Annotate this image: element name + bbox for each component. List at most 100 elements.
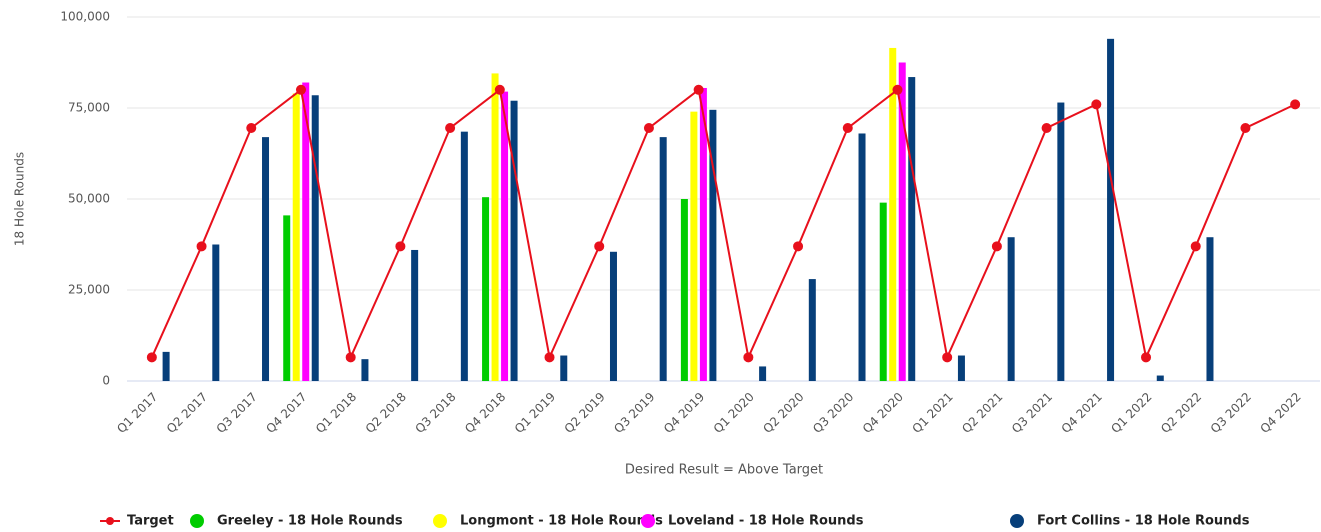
x-tick-label: Q1 2021 bbox=[910, 390, 956, 436]
x-tick-label: Q4 2018 bbox=[462, 390, 508, 436]
x-tick-label: Q2 2018 bbox=[363, 390, 409, 436]
point bbox=[494, 84, 505, 95]
bar bbox=[510, 100, 518, 381]
legend-label: Target bbox=[127, 514, 174, 529]
bar bbox=[162, 351, 170, 381]
bar bbox=[212, 244, 220, 381]
bar bbox=[482, 197, 490, 381]
point bbox=[445, 123, 456, 134]
legend-label: Loveland - 18 Hole Rounds bbox=[668, 514, 864, 529]
point bbox=[743, 352, 754, 363]
bar bbox=[759, 366, 767, 381]
bar bbox=[460, 131, 468, 381]
legend-marker bbox=[106, 517, 114, 525]
x-tick-label: Q4 2021 bbox=[1059, 390, 1105, 436]
y-tick-label: 75,000 bbox=[68, 101, 110, 115]
line bbox=[150, 88, 1296, 361]
x-tick-label: Q1 2019 bbox=[512, 390, 558, 436]
legend-label: Longmont - 18 Hole Rounds bbox=[460, 514, 663, 529]
bar bbox=[898, 62, 906, 381]
point bbox=[345, 352, 356, 363]
y-axis-title: 18 Hole Rounds bbox=[13, 152, 27, 246]
x-tick-label: Q4 2019 bbox=[661, 390, 707, 436]
y-tick-label: 25,000 bbox=[68, 283, 110, 297]
point bbox=[693, 84, 704, 95]
bar bbox=[1206, 237, 1214, 381]
bar bbox=[361, 359, 369, 381]
point bbox=[594, 241, 605, 252]
bar bbox=[609, 251, 617, 381]
point bbox=[842, 123, 853, 134]
point bbox=[1290, 99, 1301, 110]
bar bbox=[1107, 38, 1115, 382]
bar bbox=[889, 47, 897, 381]
point bbox=[1091, 99, 1102, 110]
point bbox=[1141, 352, 1152, 363]
bar bbox=[302, 82, 310, 382]
point bbox=[793, 241, 804, 252]
point bbox=[295, 84, 306, 95]
point bbox=[1190, 241, 1201, 252]
point bbox=[196, 241, 207, 252]
legend-marker bbox=[433, 514, 447, 528]
point bbox=[1041, 123, 1052, 134]
point bbox=[892, 84, 903, 95]
bar bbox=[1156, 375, 1164, 381]
point bbox=[146, 352, 157, 363]
legend-marker bbox=[641, 514, 655, 528]
point bbox=[246, 123, 257, 134]
bar bbox=[908, 77, 916, 381]
bar bbox=[1057, 102, 1065, 381]
x-tick-label: Q3 2018 bbox=[412, 390, 458, 436]
bar bbox=[560, 355, 568, 381]
y-tick-label: 0 bbox=[102, 374, 110, 388]
x-tick-label: Q1 2018 bbox=[313, 390, 359, 436]
bar bbox=[808, 279, 816, 381]
x-tick-label: Q2 2022 bbox=[1158, 390, 1204, 436]
point bbox=[942, 352, 953, 363]
x-tick-label: Q1 2017 bbox=[114, 390, 160, 436]
bar bbox=[311, 95, 319, 381]
x-tick-label: Q1 2022 bbox=[1108, 390, 1154, 436]
legend-marker bbox=[190, 514, 204, 528]
bar bbox=[292, 93, 300, 381]
y-tick-label: 50,000 bbox=[68, 192, 110, 206]
x-tick-label: Q2 2017 bbox=[164, 390, 210, 436]
bar bbox=[709, 109, 717, 381]
x-tick-label: Q2 2021 bbox=[959, 390, 1005, 436]
point bbox=[991, 241, 1002, 252]
bar bbox=[699, 87, 707, 381]
point bbox=[544, 352, 555, 363]
x-tick-label: Q3 2017 bbox=[214, 390, 260, 436]
legend-label: Greeley - 18 Hole Rounds bbox=[217, 514, 403, 529]
x-tick-label: Q4 2020 bbox=[860, 390, 906, 436]
x-tick-label: Q4 2017 bbox=[263, 390, 309, 436]
bar bbox=[262, 137, 270, 381]
legend-label: Fort Collins - 18 Hole Rounds bbox=[1037, 514, 1250, 529]
bar bbox=[957, 355, 965, 381]
bar bbox=[283, 215, 291, 381]
x-tick-label: Q2 2019 bbox=[562, 390, 608, 436]
bar bbox=[1007, 237, 1015, 381]
bar bbox=[411, 249, 419, 381]
bar bbox=[680, 199, 688, 381]
x-tick-label: Q4 2022 bbox=[1257, 390, 1303, 436]
point bbox=[643, 123, 654, 134]
y-tick-label: 100,000 bbox=[60, 10, 110, 24]
x-tick-label: Q3 2021 bbox=[1009, 390, 1055, 436]
x-tick-label: Q3 2022 bbox=[1208, 390, 1254, 436]
bar bbox=[491, 73, 499, 382]
x-tick-label: Q2 2020 bbox=[760, 390, 806, 436]
x-axis-title: Desired Result = Above Target bbox=[625, 463, 823, 478]
x-tick-label: Q1 2020 bbox=[711, 390, 757, 436]
x-tick-label: Q3 2019 bbox=[611, 390, 657, 436]
bar bbox=[659, 137, 667, 381]
x-tick-label: Q3 2020 bbox=[810, 390, 856, 436]
legend-marker bbox=[1010, 514, 1024, 528]
bar bbox=[690, 111, 698, 381]
point bbox=[395, 241, 406, 252]
bar bbox=[879, 202, 887, 381]
bar bbox=[501, 91, 509, 382]
point bbox=[1240, 123, 1251, 134]
